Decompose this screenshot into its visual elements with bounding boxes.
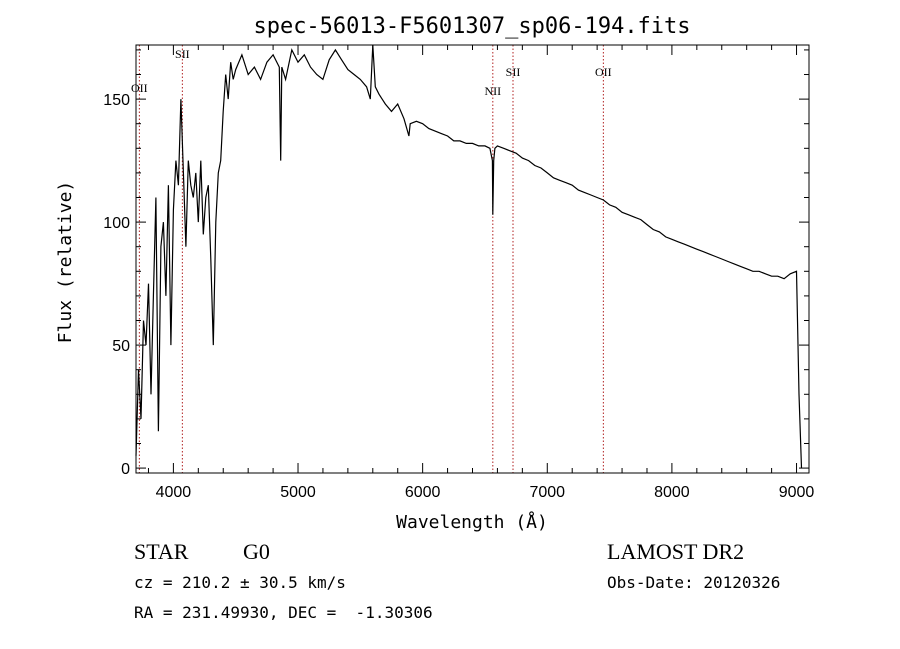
survey-name: LAMOST DR2 xyxy=(607,539,745,564)
y-tick-label: 150 xyxy=(103,92,130,109)
line-marker-label: NII xyxy=(484,84,501,98)
y-tick-label: 50 xyxy=(112,338,130,355)
y-axis-label: Flux (relative) xyxy=(55,181,76,344)
spectrum-line xyxy=(135,44,803,469)
line-marker-label: OII xyxy=(131,81,148,95)
line-marker-label: OII xyxy=(595,65,612,79)
line-marker-label: SII xyxy=(175,47,190,61)
object-type: STAR xyxy=(134,539,189,564)
y-axis: 0 50 100 150 xyxy=(103,49,809,478)
x-axis: 4000 5000 6000 7000 8000 9000 xyxy=(147,45,815,501)
x-tick-label: 7000 xyxy=(529,484,565,501)
x-tick-label: 9000 xyxy=(779,484,815,501)
y-tick-label: 100 xyxy=(103,215,130,232)
chart-title: spec-56013-F5601307_sp06-194.fits xyxy=(253,14,690,39)
emission-line-markers: OII SII NII SII OII xyxy=(131,45,612,473)
x-tick-label: 8000 xyxy=(654,484,690,501)
x-axis-label: Wavelength (Å) xyxy=(396,511,548,533)
redshift-velocity: cz = 210.2 ± 30.5 km/s xyxy=(134,573,346,592)
line-marker-label: SII xyxy=(506,65,521,79)
x-tick-label: 6000 xyxy=(405,484,441,501)
coordinates: RA = 231.49930, DEC = -1.30306 xyxy=(134,603,433,622)
x-tick-label: 5000 xyxy=(280,484,316,501)
subclass: G0 xyxy=(243,539,270,564)
y-tick-label: 0 xyxy=(121,461,130,478)
x-tick-label: 4000 xyxy=(156,484,192,501)
observation-date: Obs-Date: 20120326 xyxy=(607,573,781,592)
plot-frame xyxy=(135,44,810,474)
